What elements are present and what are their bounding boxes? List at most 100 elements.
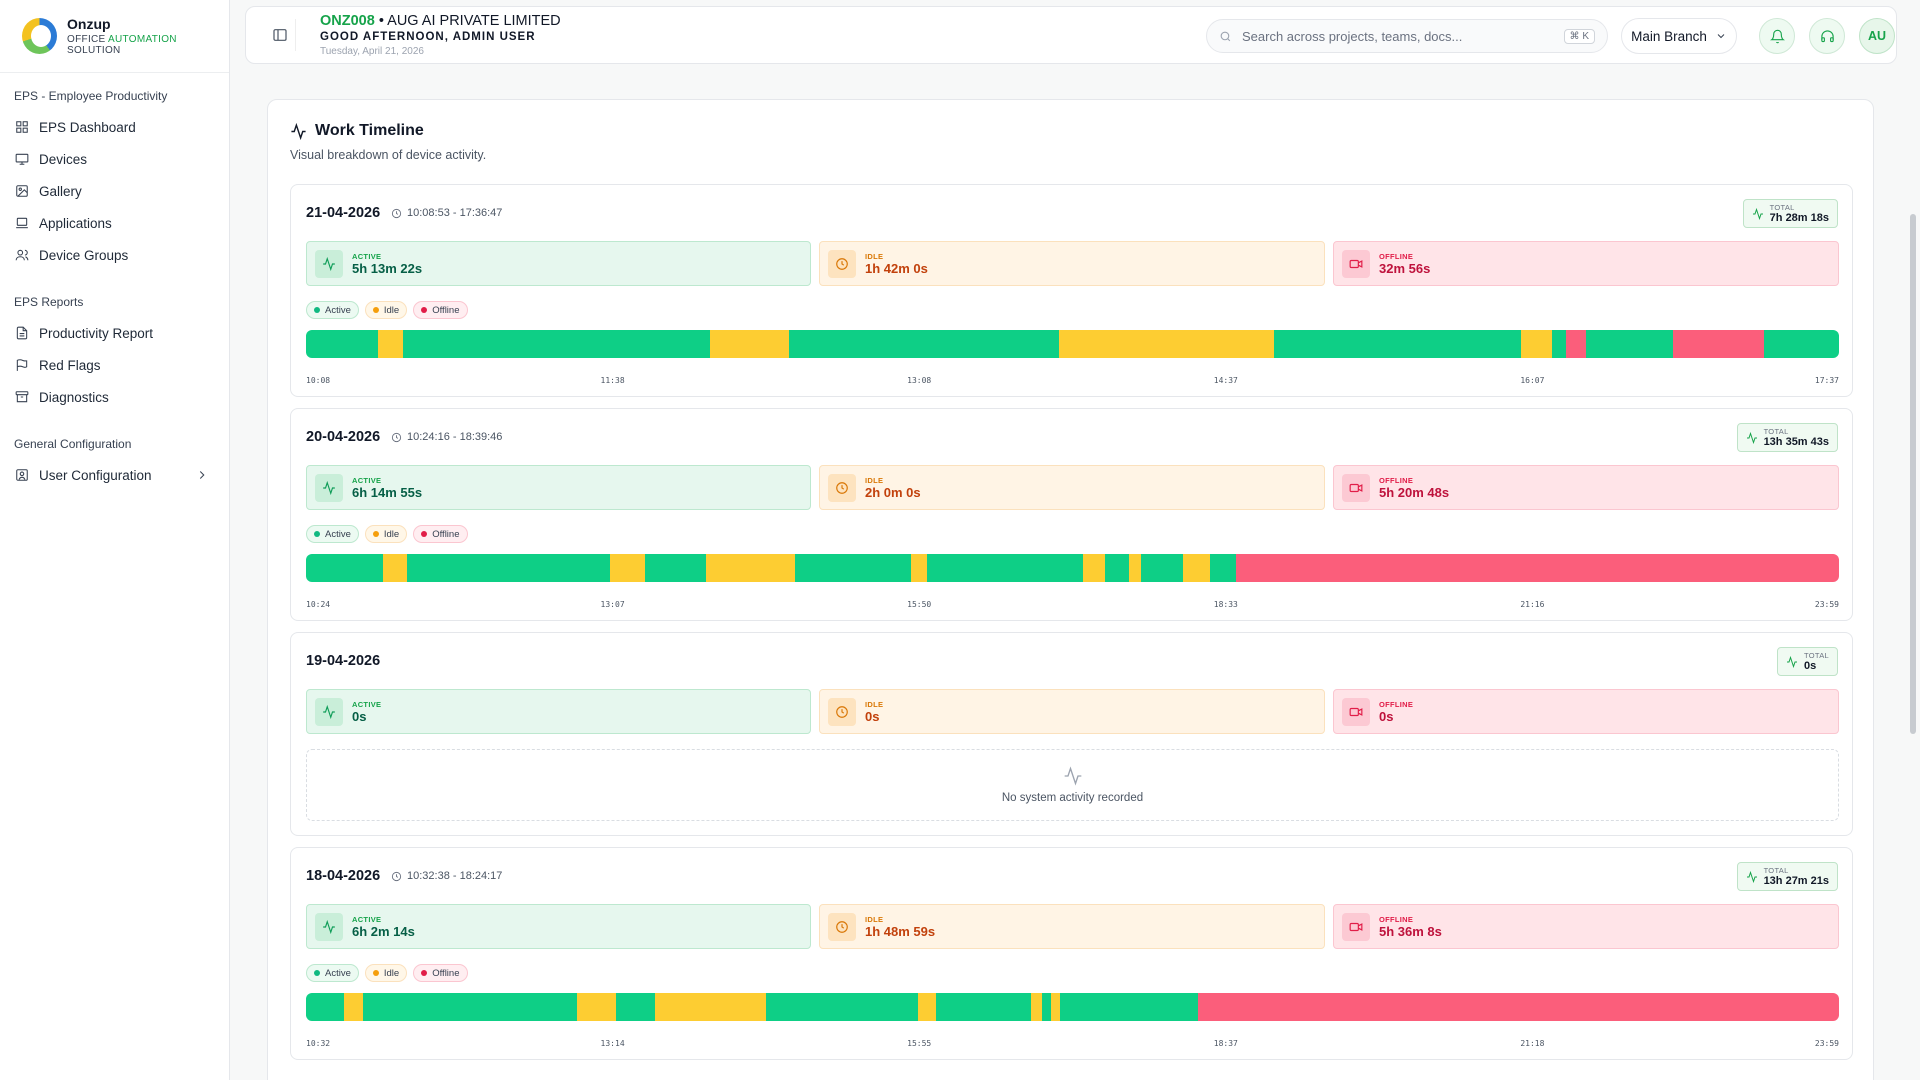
sidebar-item-label: Diagnostics (39, 389, 109, 405)
active-segment[interactable] (402, 330, 710, 358)
idle-segment[interactable] (1050, 993, 1061, 1021)
idle-segment[interactable] (1182, 554, 1211, 582)
idle-duration: 1h 42m 0s (865, 260, 928, 276)
time-tick: 13:08 (907, 376, 932, 385)
idle-segment[interactable] (709, 330, 790, 358)
sidebar-item-label: Device Groups (39, 247, 129, 263)
idle-segment[interactable] (706, 554, 795, 582)
active-segment[interactable] (1060, 993, 1199, 1021)
total-badge: TOTAL 13h 35m 43s (1736, 423, 1838, 452)
day-card: 20-04-2026 10:24:16 - 18:39:46 TOTAL 13h 35… (290, 408, 1853, 621)
idle-duration: 0s (865, 708, 880, 724)
avatar[interactable]: AU (1859, 18, 1895, 54)
idle-segment[interactable] (911, 554, 927, 582)
active-segment[interactable] (1104, 554, 1130, 582)
active-segment[interactable] (1141, 554, 1183, 582)
scrollbar-thumb[interactable] (1910, 214, 1916, 734)
day-date: 20-04-2026 (306, 429, 381, 445)
active-segment[interactable] (407, 554, 610, 582)
active-segment[interactable] (789, 330, 1060, 358)
idle-segment[interactable] (609, 554, 645, 582)
panel-title: Work Timeline (290, 122, 424, 140)
active-stat: ACTIVE 6h 2m 14s (306, 904, 811, 949)
day-card: 18-04-2026 10:32:38 - 18:24:17 TOTAL 13h 27… (290, 847, 1853, 1060)
sidebar-item-productivity-report[interactable]: Productivity Report (14, 317, 215, 349)
activity-icon (291, 122, 306, 140)
time-axis: 10:32 13:14 15:55 18:37 21:18 23:59 (306, 1039, 1839, 1051)
offline-segment[interactable] (1236, 554, 1839, 582)
sidebar-toggle-button[interactable] (264, 19, 296, 51)
sidebar-item-device-groups[interactable]: Device Groups (14, 239, 215, 271)
idle-stat: IDLE 1h 42m 0s (819, 241, 1325, 286)
sidebar-item-label: Red Flags (39, 357, 101, 373)
sidebar-item-gallery[interactable]: Gallery (14, 175, 215, 207)
branch-select[interactable]: Main Branch (1621, 18, 1737, 54)
idle-segment[interactable] (577, 993, 616, 1021)
active-segment[interactable] (926, 554, 1084, 582)
offline-segment[interactable] (1198, 993, 1839, 1021)
active-segment[interactable] (936, 993, 1032, 1021)
archive-icon (15, 391, 29, 403)
active-segment[interactable] (615, 993, 656, 1021)
offline-segment[interactable] (1673, 330, 1764, 358)
idle-segment[interactable] (1059, 330, 1275, 358)
idle-duration: 2h 0m 0s (865, 484, 921, 500)
image-icon (16, 185, 28, 197)
idle-segment[interactable] (1521, 330, 1552, 358)
active-segment[interactable] (765, 993, 918, 1021)
sidebar-item-eps-dashboard[interactable]: EPS Dashboard (14, 111, 215, 143)
sidebar-item-diagnostics[interactable]: Diagnostics (14, 381, 215, 413)
time-tick: 23:59 (1814, 1039, 1839, 1048)
legend-idle: Idle (364, 964, 408, 982)
active-segment[interactable] (1041, 993, 1051, 1021)
legend-idle: Idle (364, 525, 408, 543)
branch-label: Main Branch (1631, 28, 1707, 44)
active-segment[interactable] (644, 554, 707, 582)
chevron-right-icon (199, 471, 205, 479)
sidebar-item-user-configuration[interactable]: User Configuration (14, 459, 215, 491)
time-range: 10:24:16 - 18:39:46 (391, 431, 502, 443)
legend: Active Idle Offline (306, 525, 468, 543)
users-icon (15, 249, 29, 261)
idle-segment[interactable] (1031, 993, 1042, 1021)
active-segment[interactable] (306, 554, 383, 582)
idle-segment[interactable] (382, 554, 408, 582)
idle-segment[interactable] (344, 993, 363, 1021)
active-segment[interactable] (794, 554, 912, 582)
flag-icon (16, 359, 28, 371)
idle-segment[interactable] (1129, 554, 1142, 582)
idle-segment[interactable] (655, 993, 766, 1021)
legend: Active Idle Offline (306, 964, 468, 982)
offline-segment[interactable] (1565, 330, 1586, 358)
idle-segment[interactable] (378, 330, 403, 358)
sidebar-item-applications[interactable]: Applications (14, 207, 215, 239)
active-segment[interactable] (1274, 330, 1522, 358)
sidebar-item-red-flags[interactable]: Red Flags (14, 349, 215, 381)
active-segment[interactable] (1763, 330, 1839, 358)
user-config-icon (16, 469, 28, 481)
day-date: 18-04-2026 (306, 868, 381, 884)
sidebar-item-devices[interactable]: Devices (14, 143, 215, 175)
activity-icon (1746, 431, 1757, 444)
panel-subtitle: Visual breakdown of device activity. (290, 148, 487, 162)
active-segment[interactable] (1585, 330, 1674, 358)
brand[interactable]: Onzup OFFICE AUTOMATION SOLUTION (0, 0, 229, 73)
report-icon (16, 326, 28, 340)
active-segment[interactable] (1210, 554, 1237, 582)
active-segment[interactable] (362, 993, 578, 1021)
active-stat: ACTIVE 6h 14m 55s (306, 465, 811, 510)
active-segment[interactable] (1551, 330, 1566, 358)
notifications-button[interactable] (1759, 18, 1795, 54)
active-segment[interactable] (306, 330, 379, 358)
active-stat: ACTIVE 5h 13m 22s (306, 241, 811, 286)
total-badge: TOTAL 13h 27m 21s (1736, 862, 1838, 891)
legend-active: Active (306, 964, 359, 982)
activity-icon (323, 256, 335, 271)
time-tick: 18:37 (1213, 1039, 1238, 1048)
idle-segment[interactable] (917, 993, 936, 1021)
active-segment[interactable] (306, 993, 345, 1021)
offline-stat: OFFLINE 32m 56s (1333, 241, 1839, 286)
support-button[interactable] (1809, 18, 1845, 54)
idle-segment[interactable] (1083, 554, 1105, 582)
search-input[interactable]: Search across projects, teams, docs... ⌘… (1206, 19, 1608, 53)
